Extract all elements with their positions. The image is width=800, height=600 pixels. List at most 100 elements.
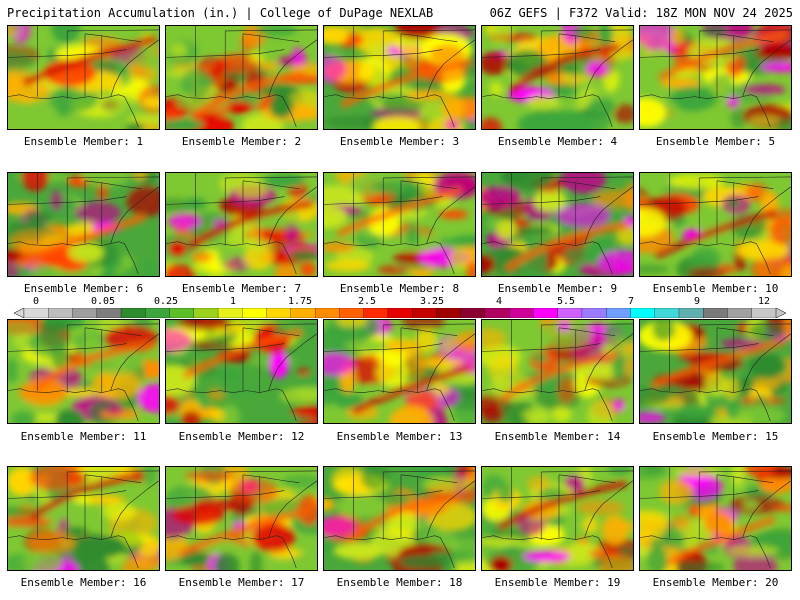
- precip-map: [482, 467, 633, 570]
- ensemble-panel: [639, 25, 792, 130]
- ensemble-member-label: Ensemble Member: 19: [494, 576, 621, 589]
- ensemble-member-label: Ensemble Member: 16: [20, 576, 147, 589]
- precip-colorbar: [14, 308, 786, 318]
- ensemble-panel: [639, 172, 792, 277]
- ensemble-panel: [481, 466, 634, 571]
- ensemble-panel: [165, 466, 318, 571]
- ensemble-member-label: Ensemble Member: 6: [23, 282, 144, 295]
- ensemble-panel: [7, 25, 160, 130]
- ensemble-panel: [165, 172, 318, 277]
- colorbar-swatch: [242, 308, 268, 318]
- colorbar-min-arrow: [14, 308, 25, 318]
- ensemble-member-label: Ensemble Member: 17: [178, 576, 305, 589]
- colorbar-swatch: [266, 308, 292, 318]
- colorbar-swatch: [290, 308, 316, 318]
- ensemble-panel: [323, 319, 476, 424]
- ensemble-panel: [7, 172, 160, 277]
- precip-map: [640, 467, 791, 570]
- ensemble-member-label: Ensemble Member: 5: [655, 135, 776, 148]
- ensemble-panel: [639, 319, 792, 424]
- colorbar-swatch: [557, 308, 583, 318]
- ensemble-panel: [165, 319, 318, 424]
- ensemble-member-label: Ensemble Member: 3: [339, 135, 460, 148]
- colorbar-swatch: [460, 308, 486, 318]
- ensemble-panel: [323, 172, 476, 277]
- colorbar-swatch: [703, 308, 728, 318]
- colorbar-swatch: [23, 308, 49, 318]
- ensemble-member-label: Ensemble Member: 2: [181, 135, 302, 148]
- colorbar-swatch: [120, 308, 146, 318]
- precip-map: [166, 26, 317, 129]
- colorbar-swatch: [436, 308, 462, 318]
- colorbar-tick-label: 1: [229, 296, 237, 307]
- colorbar-swatch: [217, 308, 243, 318]
- precip-map: [8, 320, 159, 423]
- colorbar-tick-label: 5.5: [556, 296, 576, 307]
- colorbar-swatch: [678, 308, 704, 318]
- colorbar-swatch: [581, 308, 607, 318]
- colorbar-swatch: [509, 308, 534, 318]
- colorbar-max-arrow: [775, 308, 786, 318]
- colorbar-swatch: [751, 308, 777, 318]
- ensemble-panel: [481, 172, 634, 277]
- ensemble-panel: [481, 319, 634, 424]
- ensemble-panel: [165, 25, 318, 130]
- precip-map: [640, 26, 791, 129]
- precip-map: [324, 467, 475, 570]
- ensemble-member-label: Ensemble Member: 13: [336, 430, 463, 443]
- precip-map: [482, 173, 633, 276]
- precip-map: [166, 467, 317, 570]
- colorbar-tick-label: 12: [757, 296, 771, 307]
- colorbar-swatch: [484, 308, 510, 318]
- ensemble-member-label: Ensemble Member: 12: [178, 430, 305, 443]
- ensemble-member-label: Ensemble Member: 15: [652, 430, 779, 443]
- colorbar-tick-label: 9: [693, 296, 701, 307]
- colorbar-swatch: [606, 308, 631, 318]
- colorbar-swatch: [339, 308, 365, 318]
- ensemble-panel: [481, 25, 634, 130]
- colorbar-tick-label: 2.5: [357, 296, 377, 307]
- ensemble-member-label: Ensemble Member: 20: [652, 576, 779, 589]
- precip-map: [324, 26, 475, 129]
- colorbar-tick-label: 1.75: [287, 296, 313, 307]
- ensemble-panel: [7, 319, 160, 424]
- colorbar-tick-label: 0.25: [153, 296, 179, 307]
- ensemble-member-label: Ensemble Member: 11: [20, 430, 147, 443]
- precip-map: [8, 467, 159, 570]
- colorbar-tick-label: 0.05: [90, 296, 116, 307]
- precip-map: [324, 320, 475, 423]
- colorbar-tick-label: 4: [495, 296, 503, 307]
- precip-map: [8, 26, 159, 129]
- precip-map: [166, 320, 317, 423]
- ensemble-panel: [323, 466, 476, 571]
- colorbar-swatch: [96, 308, 122, 318]
- ensemble-member-label: Ensemble Member: 1: [23, 135, 144, 148]
- precip-map: [640, 320, 791, 423]
- map-title: Precipitation Accumulation (in.) | Colle…: [7, 6, 434, 20]
- run-info: 06Z GEFS | F372 Valid: 18Z MON NOV 24 20…: [489, 6, 793, 20]
- colorbar-swatch: [48, 308, 73, 318]
- ensemble-member-label: Ensemble Member: 4: [497, 135, 618, 148]
- precip-map: [482, 320, 633, 423]
- precip-map: [640, 173, 791, 276]
- colorbar-tick-label: 3.25: [419, 296, 445, 307]
- ensemble-member-label: Ensemble Member: 14: [494, 430, 621, 443]
- colorbar-swatch: [72, 308, 98, 318]
- ensemble-panel: [639, 466, 792, 571]
- ensemble-member-label: Ensemble Member: 10: [652, 282, 779, 295]
- ensemble-panel: [7, 466, 160, 571]
- colorbar-swatch: [727, 308, 753, 318]
- precip-map: [324, 173, 475, 276]
- colorbar-swatch: [533, 308, 559, 318]
- colorbar-swatch: [387, 308, 413, 318]
- ensemble-member-label: Ensemble Member: 18: [336, 576, 463, 589]
- ensemble-member-label: Ensemble Member: 8: [339, 282, 460, 295]
- colorbar-swatch: [193, 308, 219, 318]
- colorbar-tick-label: 7: [627, 296, 635, 307]
- colorbar-swatch: [363, 308, 389, 318]
- colorbar-swatch: [654, 308, 680, 318]
- colorbar-swatch: [630, 308, 656, 318]
- colorbar-swatch: [411, 308, 437, 318]
- ensemble-panel: [323, 25, 476, 130]
- precip-map: [482, 26, 633, 129]
